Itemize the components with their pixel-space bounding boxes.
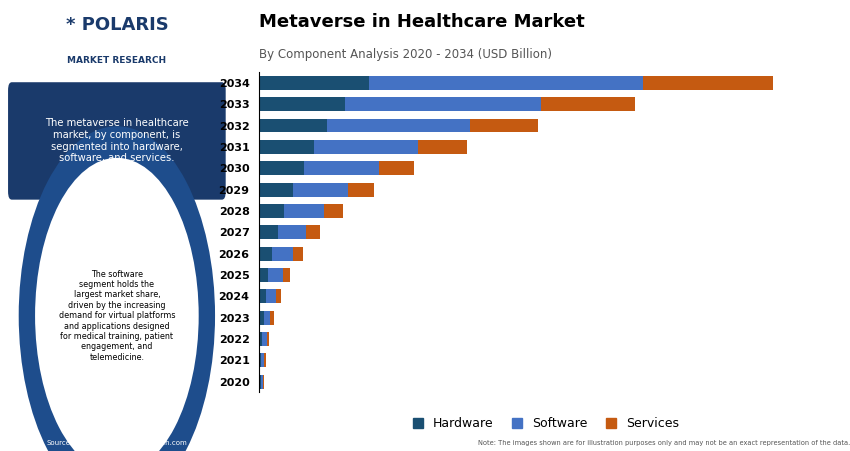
Circle shape <box>19 126 215 451</box>
Bar <box>306 226 320 239</box>
Bar <box>263 332 267 346</box>
Bar <box>418 140 467 154</box>
Bar <box>270 311 274 325</box>
Bar <box>272 247 293 261</box>
Bar <box>369 76 643 90</box>
Bar <box>275 290 281 303</box>
Bar <box>643 76 773 90</box>
Bar <box>263 375 264 389</box>
Bar <box>259 268 269 282</box>
Bar <box>266 290 275 303</box>
Bar <box>259 375 261 389</box>
Bar <box>325 204 343 218</box>
Bar <box>293 247 303 261</box>
Bar <box>269 268 283 282</box>
Circle shape <box>35 158 199 451</box>
Bar <box>261 375 263 389</box>
Text: The software
segment holds the
largest market share,
driven by the increasing
de: The software segment holds the largest m… <box>59 270 175 362</box>
Bar <box>259 311 264 325</box>
Bar <box>264 311 270 325</box>
Bar <box>259 161 303 175</box>
Text: MARKET RESEARCH: MARKET RESEARCH <box>67 56 167 65</box>
Bar <box>259 247 272 261</box>
Bar <box>259 354 261 367</box>
Text: * POLARIS: * POLARIS <box>65 16 168 34</box>
Text: Note: The images shown are for illustration purposes only and may not be an exac: Note: The images shown are for illustrat… <box>478 440 850 446</box>
Bar <box>264 354 266 367</box>
Bar <box>259 97 345 111</box>
Bar <box>259 204 284 218</box>
Bar <box>259 119 327 133</box>
Bar <box>277 226 306 239</box>
Bar <box>379 161 415 175</box>
Bar <box>259 183 293 197</box>
Bar <box>327 119 471 133</box>
Text: Source:www.polarismarketresearch.com: Source:www.polarismarketresearch.com <box>47 441 187 446</box>
Bar <box>259 76 369 90</box>
Text: Metaverse in Healthcare Market: Metaverse in Healthcare Market <box>259 13 585 31</box>
Bar <box>259 226 277 239</box>
Bar <box>345 97 541 111</box>
Bar <box>259 332 263 346</box>
Bar <box>293 183 348 197</box>
Text: The metaverse in healthcare
market, by component, is
segmented into hardware,
so: The metaverse in healthcare market, by c… <box>45 118 189 163</box>
Legend: Hardware, Software, Services: Hardware, Software, Services <box>408 413 684 435</box>
Bar <box>348 183 374 197</box>
FancyBboxPatch shape <box>0 0 234 81</box>
Bar <box>267 332 269 346</box>
Bar <box>261 354 264 367</box>
Bar <box>283 268 290 282</box>
Bar <box>314 140 418 154</box>
Bar <box>471 119 538 133</box>
Bar <box>541 97 635 111</box>
Bar <box>259 140 314 154</box>
Bar <box>284 204 325 218</box>
Text: By Component Analysis 2020 - 2034 (USD Billion): By Component Analysis 2020 - 2034 (USD B… <box>259 48 552 61</box>
FancyBboxPatch shape <box>7 81 227 201</box>
Bar <box>259 290 266 303</box>
Bar <box>303 161 379 175</box>
